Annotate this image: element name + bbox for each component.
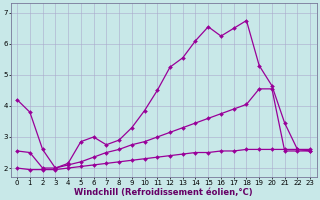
X-axis label: Windchill (Refroidissement éolien,°C): Windchill (Refroidissement éolien,°C)	[74, 188, 253, 197]
